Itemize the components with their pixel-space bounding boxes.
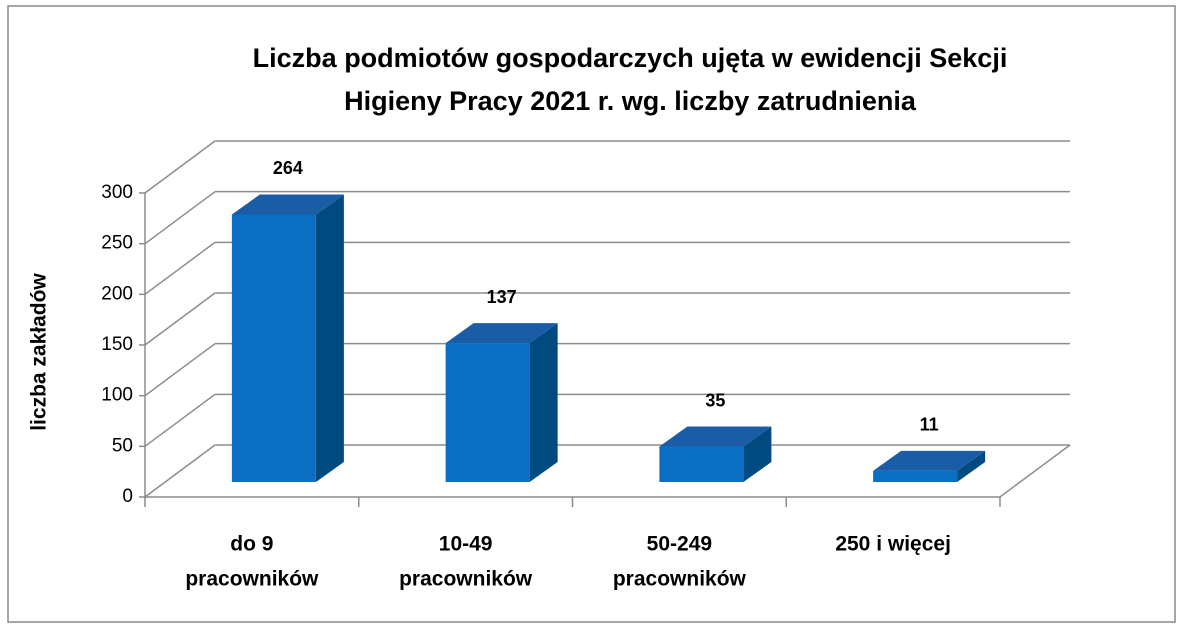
grid-line <box>144 241 216 295</box>
value-label: 11 <box>920 415 939 435</box>
x-tick-label: pracowników <box>613 568 747 591</box>
bar-top <box>445 323 558 344</box>
grid-line <box>144 140 216 194</box>
grid-line <box>144 292 216 346</box>
bar-side <box>529 323 558 482</box>
value-label: 137 <box>487 287 517 307</box>
bar <box>231 214 316 483</box>
y-tick-label: 150 <box>101 334 133 355</box>
value-label: 264 <box>273 158 303 178</box>
bar <box>873 470 958 482</box>
bar <box>445 343 530 482</box>
x-tick-label: do 9 <box>230 533 273 556</box>
bar-side <box>315 194 344 483</box>
bar-top <box>231 194 344 215</box>
grid-line <box>144 393 216 447</box>
chart-title: Higieny Pracy 2021 r. wg. liczby zatrudn… <box>344 86 917 116</box>
y-tick-label: 50 <box>112 435 133 456</box>
grid-line <box>144 191 216 245</box>
y-axis-label: liczba zakładów <box>28 273 51 431</box>
bar-top <box>659 426 772 447</box>
bar-side <box>957 450 986 482</box>
chart-title: Liczba podmiotów gospodarczych ujęta w e… <box>253 43 1008 73</box>
y-tick-label: 200 <box>101 283 133 304</box>
x-tick-label: 10-49 <box>439 533 493 556</box>
y-tick-label: 100 <box>101 385 133 406</box>
x-tick-label: 250 i więcej <box>835 533 951 556</box>
x-tick-label: 50-249 <box>647 533 712 556</box>
bar-top <box>873 450 986 471</box>
x-tick-label: pracowników <box>185 568 319 591</box>
y-tick-label: 300 <box>101 182 133 203</box>
x-tick-label: pracowników <box>399 568 533 591</box>
value-label: 35 <box>705 390 725 410</box>
grid-line <box>144 444 216 498</box>
chart-border <box>7 5 1176 623</box>
bar-side <box>743 426 772 482</box>
bar <box>659 446 744 482</box>
y-tick-label: 0 <box>122 486 133 507</box>
y-tick-label: 250 <box>101 233 133 254</box>
grid-line <box>144 343 216 397</box>
